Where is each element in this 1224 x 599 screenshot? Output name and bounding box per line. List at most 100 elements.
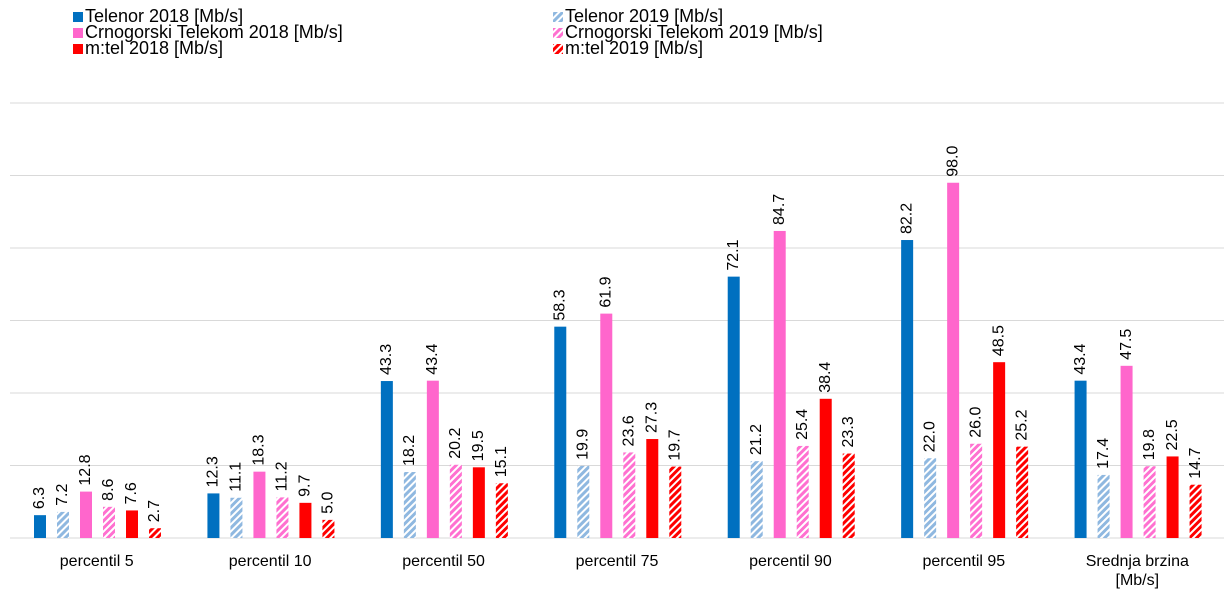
- bar: [750, 461, 763, 538]
- value-label: 38.4: [817, 362, 834, 393]
- legend-swatch: [553, 12, 563, 22]
- value-label: 11.2: [274, 461, 291, 491]
- value-label: 23.6: [621, 415, 638, 446]
- value-label: 14.7: [1187, 447, 1204, 478]
- legend-label: Telenor 2018 [Mb/s]: [85, 6, 243, 26]
- value-label: 2.7: [146, 500, 163, 522]
- value-label: 8.6: [100, 478, 117, 500]
- bar: [1143, 466, 1156, 538]
- bar: [600, 313, 613, 538]
- bar: [253, 471, 266, 538]
- legend-swatch: [553, 44, 563, 54]
- value-label: 21.2: [748, 424, 765, 455]
- bar: [403, 472, 416, 538]
- x-tick-label: percentil 50: [402, 553, 485, 570]
- value-label: 19.7: [667, 429, 684, 460]
- value-label: 23.3: [840, 416, 857, 447]
- value-label: 72.1: [725, 239, 742, 270]
- bar: [947, 182, 960, 538]
- legend-label: m:tel 2019 [Mb/s]: [565, 38, 703, 58]
- value-label: 48.5: [990, 325, 1007, 356]
- value-label: 43.4: [1072, 343, 1089, 374]
- bar: [727, 276, 740, 538]
- value-label: 6.3: [31, 487, 48, 509]
- bar: [1120, 365, 1133, 538]
- legend-swatch: [73, 28, 83, 38]
- bar: [57, 511, 69, 538]
- bar: [322, 519, 335, 538]
- value-label: 82.2: [898, 203, 915, 234]
- bar: [103, 506, 115, 538]
- value-label: 18.3: [251, 434, 268, 465]
- value-label: 9.7: [297, 474, 314, 496]
- bar: [842, 453, 855, 538]
- x-tick-label: percentil 95: [922, 553, 1006, 570]
- bar: [1166, 456, 1179, 538]
- x-tick-label: percentil 75: [575, 553, 659, 570]
- legend-label: Crnogorski Telekom 2019 [Mb/s]: [565, 22, 823, 42]
- bar: [80, 491, 92, 538]
- value-label: 15.1: [493, 446, 510, 477]
- value-label: 25.2: [1013, 409, 1030, 440]
- legend-label: m:tel 2018 [Mb/s]: [85, 38, 223, 58]
- bar: [819, 398, 832, 538]
- value-label: 27.3: [644, 402, 661, 433]
- bar: [299, 502, 312, 538]
- bar: [669, 466, 682, 538]
- bar: [380, 381, 393, 538]
- bar: [924, 458, 937, 538]
- bar: [993, 362, 1006, 538]
- value-label: 11.1: [228, 462, 245, 492]
- bar: [34, 515, 46, 538]
- value-label: 7.6: [123, 482, 140, 504]
- value-label: 43.3: [378, 344, 395, 375]
- bar: [554, 326, 567, 538]
- bar: [1016, 446, 1029, 538]
- bar: [1097, 474, 1110, 538]
- bar: [970, 443, 983, 538]
- value-label: 98.0: [944, 146, 961, 177]
- value-label: 7.2: [54, 484, 71, 506]
- value-label: 19.8: [1141, 429, 1158, 460]
- x-tick-label: percentil 10: [228, 553, 312, 570]
- value-label: 17.4: [1095, 438, 1112, 469]
- x-tick-label: percentil 90: [749, 553, 832, 570]
- legend-swatch: [553, 28, 563, 38]
- value-label: 58.3: [552, 289, 569, 320]
- x-tick-label: percentil 5: [59, 553, 134, 570]
- bar: [796, 445, 809, 538]
- legend-swatch: [73, 44, 83, 54]
- bar: [773, 230, 786, 538]
- bar: [901, 240, 914, 538]
- bar: [623, 452, 636, 538]
- bar: [230, 497, 243, 538]
- bar: [1189, 484, 1202, 538]
- value-label: 12.3: [205, 456, 222, 487]
- bar: [126, 510, 138, 538]
- value-label: 19.5: [470, 430, 487, 461]
- value-label: 5.0: [320, 492, 337, 514]
- value-label: 22.0: [921, 421, 938, 452]
- bar: [577, 465, 590, 538]
- value-label: 19.9: [575, 429, 592, 460]
- value-label: 18.2: [401, 435, 418, 466]
- bar: [207, 493, 220, 538]
- bar: [426, 380, 439, 538]
- value-label: 12.8: [77, 454, 94, 485]
- legend-label: Crnogorski Telekom 2018 [Mb/s]: [85, 22, 343, 42]
- value-label: 47.5: [1118, 329, 1135, 360]
- x-tick-label: Srednja brzina [Mb/s]: [1085, 553, 1189, 589]
- bar: [495, 483, 508, 538]
- value-label: 26.0: [967, 407, 984, 438]
- value-label: 25.4: [794, 409, 811, 440]
- value-label: 43.4: [424, 343, 441, 374]
- bar: [472, 467, 485, 538]
- value-label: 61.9: [598, 276, 615, 307]
- bar: [276, 497, 289, 538]
- bar: [449, 464, 462, 538]
- value-label: 84.7: [771, 194, 788, 225]
- legend-swatch: [73, 12, 83, 22]
- value-label: 22.5: [1164, 419, 1181, 450]
